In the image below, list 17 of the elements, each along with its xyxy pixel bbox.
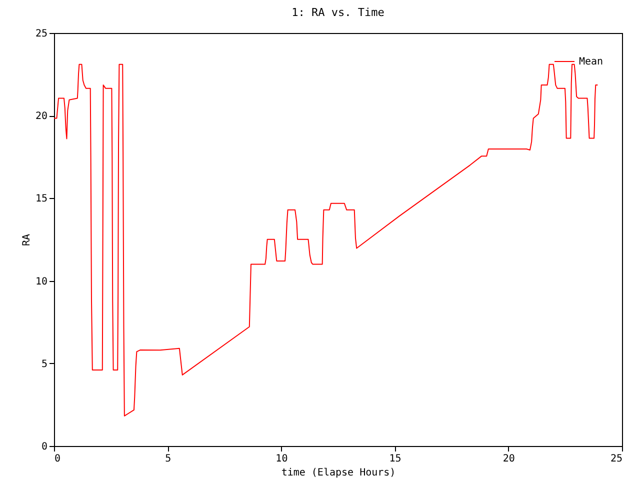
x-tick-label: 15 — [389, 454, 402, 464]
y-tick-label: 15 — [35, 194, 48, 205]
y-axis-title: RA — [21, 234, 32, 246]
x-tick-label: 0 — [54, 454, 61, 464]
y-tick-label: 10 — [35, 276, 48, 288]
y-tick-label: 0 — [41, 442, 48, 452]
line-series — [54, 64, 598, 416]
y-tick-label: 20 — [35, 111, 48, 122]
x-axis-title: time (Elapse Hours) — [281, 468, 396, 478]
x-tick-label: 20 — [502, 454, 515, 464]
x-tick-label: 5 — [165, 454, 172, 464]
x-tick-label: 10 — [276, 454, 288, 464]
x-tick-label: 25 — [610, 454, 622, 464]
legend-label: Mean — [579, 56, 604, 68]
chart-title: 1: RA vs. Time — [292, 6, 384, 19]
y-tick-label: 25 — [35, 28, 48, 40]
y-tick-label: 5 — [41, 358, 48, 370]
